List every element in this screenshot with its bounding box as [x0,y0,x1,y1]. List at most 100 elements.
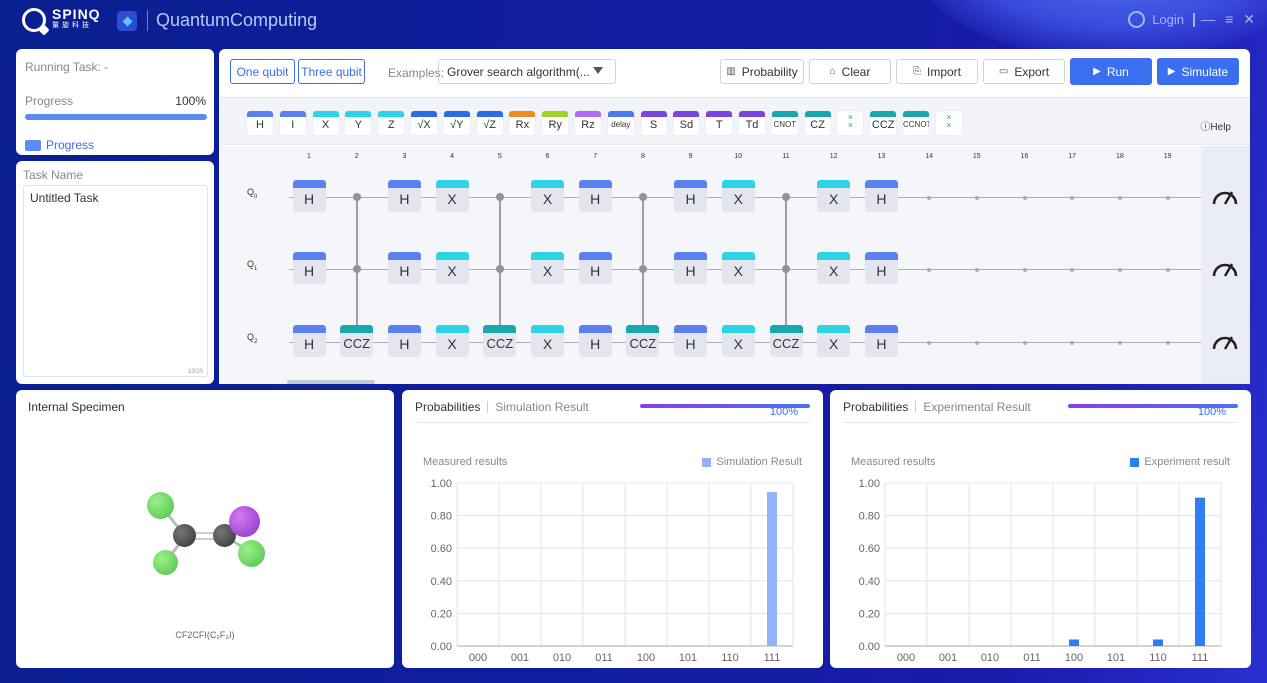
tab-probabilities[interactable]: Probabilities [843,400,909,414]
gate-h[interactable]: H [578,325,612,357]
empty-slot[interactable] [1117,267,1122,272]
palette-gate[interactable]: Y [345,111,372,135]
gate-x[interactable]: X [531,252,564,284]
palette-gate[interactable]: Ry [542,111,569,135]
gate-h[interactable]: H [578,180,612,212]
gate-x[interactable]: X [721,325,755,357]
circuit-grid[interactable] [219,146,1201,384]
palette-gate[interactable]: Rz [575,111,601,135]
gate-h[interactable]: H [387,325,421,357]
progress-link[interactable]: Progress [25,138,94,152]
tab-experimental-result[interactable]: Experimental Result [923,400,1031,414]
control-dot[interactable] [352,193,361,201]
control-dot[interactable] [782,265,790,273]
bar[interactable] [1195,497,1205,646]
three-qubit-tab[interactable]: Three qubit [298,59,365,84]
minimize-icon[interactable]: — [1201,11,1216,27]
palette-gate[interactable]: Z [378,111,405,135]
gate-x[interactable]: X [817,180,851,212]
horizontal-scrollbar[interactable] [287,380,375,384]
gate-ccz[interactable]: CCZ [626,325,660,357]
palette-gate[interactable]: × × [837,111,864,135]
gate-h[interactable]: H [387,252,421,284]
palette-gate[interactable]: H [247,111,273,135]
control-dot[interactable] [638,193,647,201]
palette-gate[interactable]: √Y [443,111,470,135]
measure-gauge-icon[interactable] [1211,258,1239,278]
palette-gate[interactable]: √Z [476,111,503,135]
gate-ccz[interactable]: CCZ [769,325,803,357]
palette-gate[interactable]: X [312,111,339,135]
empty-slot[interactable] [974,267,979,272]
gate-x[interactable]: X [435,180,469,212]
gate-x[interactable]: X [817,325,851,357]
login-button[interactable]: Login [1128,11,1195,28]
measure-gauge-icon[interactable] [1211,331,1239,351]
empty-slot[interactable] [1022,195,1027,200]
palette-gate[interactable]: T [706,111,733,135]
gate-h[interactable]: H [864,325,898,357]
gate-h[interactable]: H [292,180,326,212]
gate-x[interactable]: X [531,325,564,357]
gate-x[interactable]: X [531,180,564,212]
gate-ccz[interactable]: CCZ [483,325,517,357]
tab-probabilities[interactable]: Probabilities [415,400,481,414]
control-dot[interactable] [638,265,647,273]
close-icon[interactable]: ✕ [1243,11,1255,27]
gate-h[interactable]: H [292,252,326,284]
gate-x[interactable]: X [435,252,469,284]
empty-slot[interactable] [1022,340,1027,345]
control-dot[interactable] [495,265,504,273]
palette-gate[interactable]: × × [935,111,962,135]
gate-h[interactable]: H [674,180,708,212]
control-dot[interactable] [782,193,790,201]
gate-h[interactable]: H [578,252,612,284]
task-name-input[interactable]: Untitled Task [23,185,208,377]
gate-h[interactable]: H [674,325,708,357]
menu-icon[interactable]: ≡ [1225,11,1234,27]
empty-slot[interactable] [1165,195,1170,200]
gate-x[interactable]: X [817,252,851,284]
gate-h[interactable]: H [387,180,421,212]
bar[interactable] [1069,639,1079,646]
probability-button[interactable]: ▥ Probability [720,59,804,84]
palette-gate[interactable]: CNOT [771,111,798,135]
control-dot[interactable] [495,193,504,201]
empty-slot[interactable] [927,340,932,345]
gate-h[interactable]: H [292,325,326,357]
examples-select[interactable]: Grover search algorithm(... [438,59,616,84]
palette-gate[interactable]: √X [411,111,437,135]
gate-h[interactable]: H [674,252,708,284]
palette-gate[interactable]: Rx [509,111,536,135]
gate-h[interactable]: H [864,252,898,284]
palette-gate[interactable]: Td [739,111,765,135]
empty-slot[interactable] [1117,340,1122,345]
empty-slot[interactable] [1165,267,1170,272]
empty-slot[interactable] [974,195,979,200]
export-button[interactable]: ▭ Export [983,59,1065,84]
gate-x[interactable]: X [435,325,469,357]
gate-x[interactable]: X [721,252,755,284]
home-icon[interactable] [117,11,137,31]
import-button[interactable]: ⎘ Import [896,59,978,84]
clear-button[interactable]: ⌂ Clear [809,59,891,84]
palette-gate[interactable]: Sd [673,111,700,135]
empty-slot[interactable] [927,267,932,272]
gate-h[interactable]: H [864,180,898,212]
run-button[interactable]: ▶ Run [1070,58,1152,85]
empty-slot[interactable] [927,195,932,200]
gate-x[interactable]: X [721,180,755,212]
empty-slot[interactable] [1117,195,1122,200]
bar[interactable] [1153,639,1163,646]
empty-slot[interactable] [1070,267,1075,272]
gate-ccz[interactable]: CCZ [340,325,374,357]
empty-slot[interactable] [1022,267,1027,272]
bar[interactable] [767,491,777,646]
palette-gate[interactable]: S [640,111,667,135]
measure-gauge-icon[interactable] [1211,186,1239,206]
empty-slot[interactable] [1070,195,1075,200]
empty-slot[interactable] [974,340,979,345]
empty-slot[interactable] [1070,340,1075,345]
control-dot[interactable] [352,265,361,273]
tab-simulation-result[interactable]: Simulation Result [495,400,589,414]
